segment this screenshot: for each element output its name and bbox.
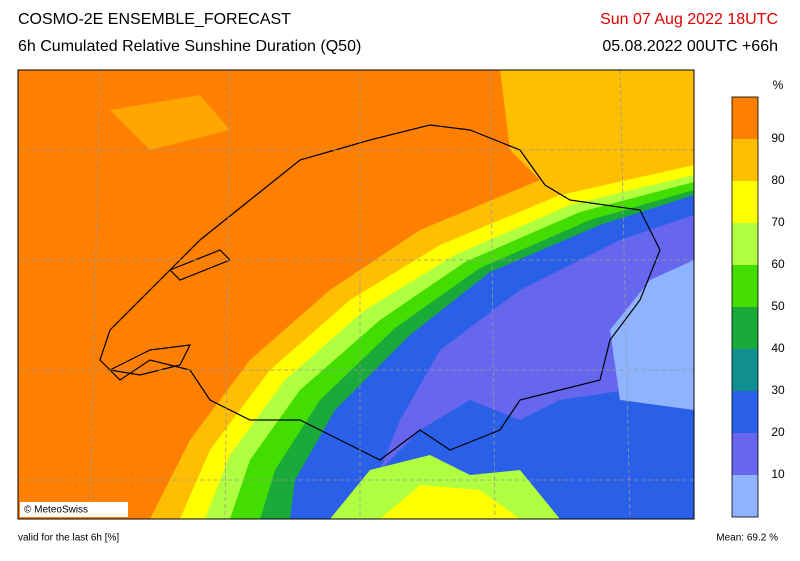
footer-mean: Mean: 69.2 % [716, 533, 778, 544]
footer-note: valid for the last 6h [%] [18, 533, 119, 544]
subtitle: 6h Cumulated Relative Sunshine Duration … [18, 38, 361, 55]
title: COSMO-2E ENSEMBLE_FORECAST [18, 11, 291, 28]
colorbar-segment [732, 139, 758, 181]
colorbar-label: 10 [771, 467, 785, 481]
colorbar-label: 20 [771, 425, 785, 439]
credit: © MeteoSwiss [24, 505, 88, 516]
colorbar-unit: % [773, 78, 784, 92]
map: © MeteoSwiss [17, 69, 695, 520]
colorbar-frame [731, 96, 759, 518]
colorbar: 10 20 30 40 50 60 70 80 90% [731, 78, 785, 518]
colorbar-segment [732, 307, 758, 349]
colorbar-label: 40 [771, 341, 785, 355]
colorbar-segment [732, 265, 758, 307]
colorbar-label: 30 [771, 383, 785, 397]
colorbar-segment [732, 223, 758, 265]
valid-time: Sun 07 Aug 2022 18UTC [600, 11, 778, 28]
colorbar-segment [732, 349, 758, 391]
colorbar-label: 60 [771, 257, 785, 271]
colorbar-segment [732, 181, 758, 223]
colorbar-label: 70 [771, 215, 785, 229]
colorbar-label: 80 [771, 173, 785, 187]
colorbar-segment [732, 475, 758, 517]
colorbar-segment [732, 433, 758, 475]
colorbar-segment [732, 97, 758, 139]
colorbar-label: 50 [771, 299, 785, 313]
colorbar-label: 90 [771, 131, 785, 145]
colorbar-segment [732, 391, 758, 433]
run-time: 05.08.2022 00UTC +66h [602, 38, 778, 55]
